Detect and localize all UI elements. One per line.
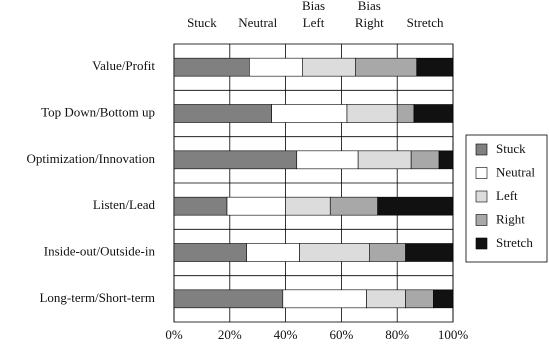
legend-swatch bbox=[475, 190, 488, 203]
bar-segment bbox=[413, 104, 454, 123]
legend-swatch bbox=[475, 143, 488, 156]
bar-segment bbox=[296, 150, 359, 170]
bar-segment bbox=[410, 150, 440, 170]
column-label: Stretch bbox=[407, 15, 444, 30]
x-tick-label: 20% bbox=[218, 327, 242, 342]
bar-segment bbox=[226, 196, 286, 216]
bar-segment bbox=[366, 289, 406, 309]
bar-segment bbox=[173, 243, 247, 262]
plot-frame bbox=[173, 43, 454, 323]
y-tick-label: Top Down/Bottom up bbox=[41, 104, 155, 119]
legend-swatch bbox=[475, 214, 488, 226]
bar-segment bbox=[249, 57, 303, 77]
legend-label: Neutral bbox=[496, 164, 535, 179]
legend-label: Stuck bbox=[496, 141, 526, 156]
bar-segment bbox=[173, 57, 250, 77]
bar-segment bbox=[271, 104, 348, 123]
legend-label: Right bbox=[496, 211, 525, 226]
bar-segment bbox=[416, 57, 454, 77]
bar-segment bbox=[173, 289, 284, 309]
x-tick-label: 80% bbox=[385, 327, 409, 342]
bar-segment bbox=[396, 104, 415, 123]
bar-segment bbox=[368, 243, 406, 262]
y-tick-label: Optimization/Innovation bbox=[26, 151, 155, 166]
legend-label: Stretch bbox=[496, 235, 533, 250]
y-tick-label: Value/Profit bbox=[92, 58, 155, 73]
column-label: Stuck bbox=[187, 15, 217, 30]
y-tick-label: Long-term/Short-term bbox=[39, 290, 155, 305]
bar-segment bbox=[355, 57, 418, 77]
bar-segment bbox=[299, 243, 370, 262]
y-tick-label: Inside-out/Outside-in bbox=[44, 243, 156, 258]
bar-segment bbox=[173, 196, 228, 216]
bar-segment bbox=[346, 104, 398, 123]
column-label: Bias Right bbox=[355, 0, 384, 30]
bar-segment bbox=[173, 150, 298, 170]
bar-segment bbox=[302, 57, 356, 77]
bar-segment bbox=[246, 243, 300, 262]
bar-segment bbox=[377, 196, 454, 216]
bar-segment bbox=[282, 289, 367, 309]
legend-label: Left bbox=[496, 188, 518, 203]
bar-segment bbox=[433, 289, 454, 309]
x-tick-label: 100% bbox=[438, 327, 469, 342]
bar-segment bbox=[438, 150, 454, 170]
bar-segment bbox=[173, 104, 272, 123]
bar-segment bbox=[405, 289, 434, 309]
column-label: Bias Left bbox=[302, 0, 325, 30]
bar-segment bbox=[285, 196, 331, 216]
bar-segment bbox=[329, 196, 378, 216]
x-tick-label: 0% bbox=[165, 327, 183, 342]
column-label: Neutral bbox=[238, 15, 277, 30]
bar-segment bbox=[405, 243, 454, 262]
x-tick-label: 40% bbox=[274, 327, 298, 342]
x-tick-label: 60% bbox=[329, 327, 353, 342]
y-tick-label: Listen/Lead bbox=[93, 197, 156, 212]
legend-swatch bbox=[475, 237, 488, 250]
bar-segment bbox=[357, 150, 412, 170]
legend-swatch bbox=[475, 167, 488, 179]
